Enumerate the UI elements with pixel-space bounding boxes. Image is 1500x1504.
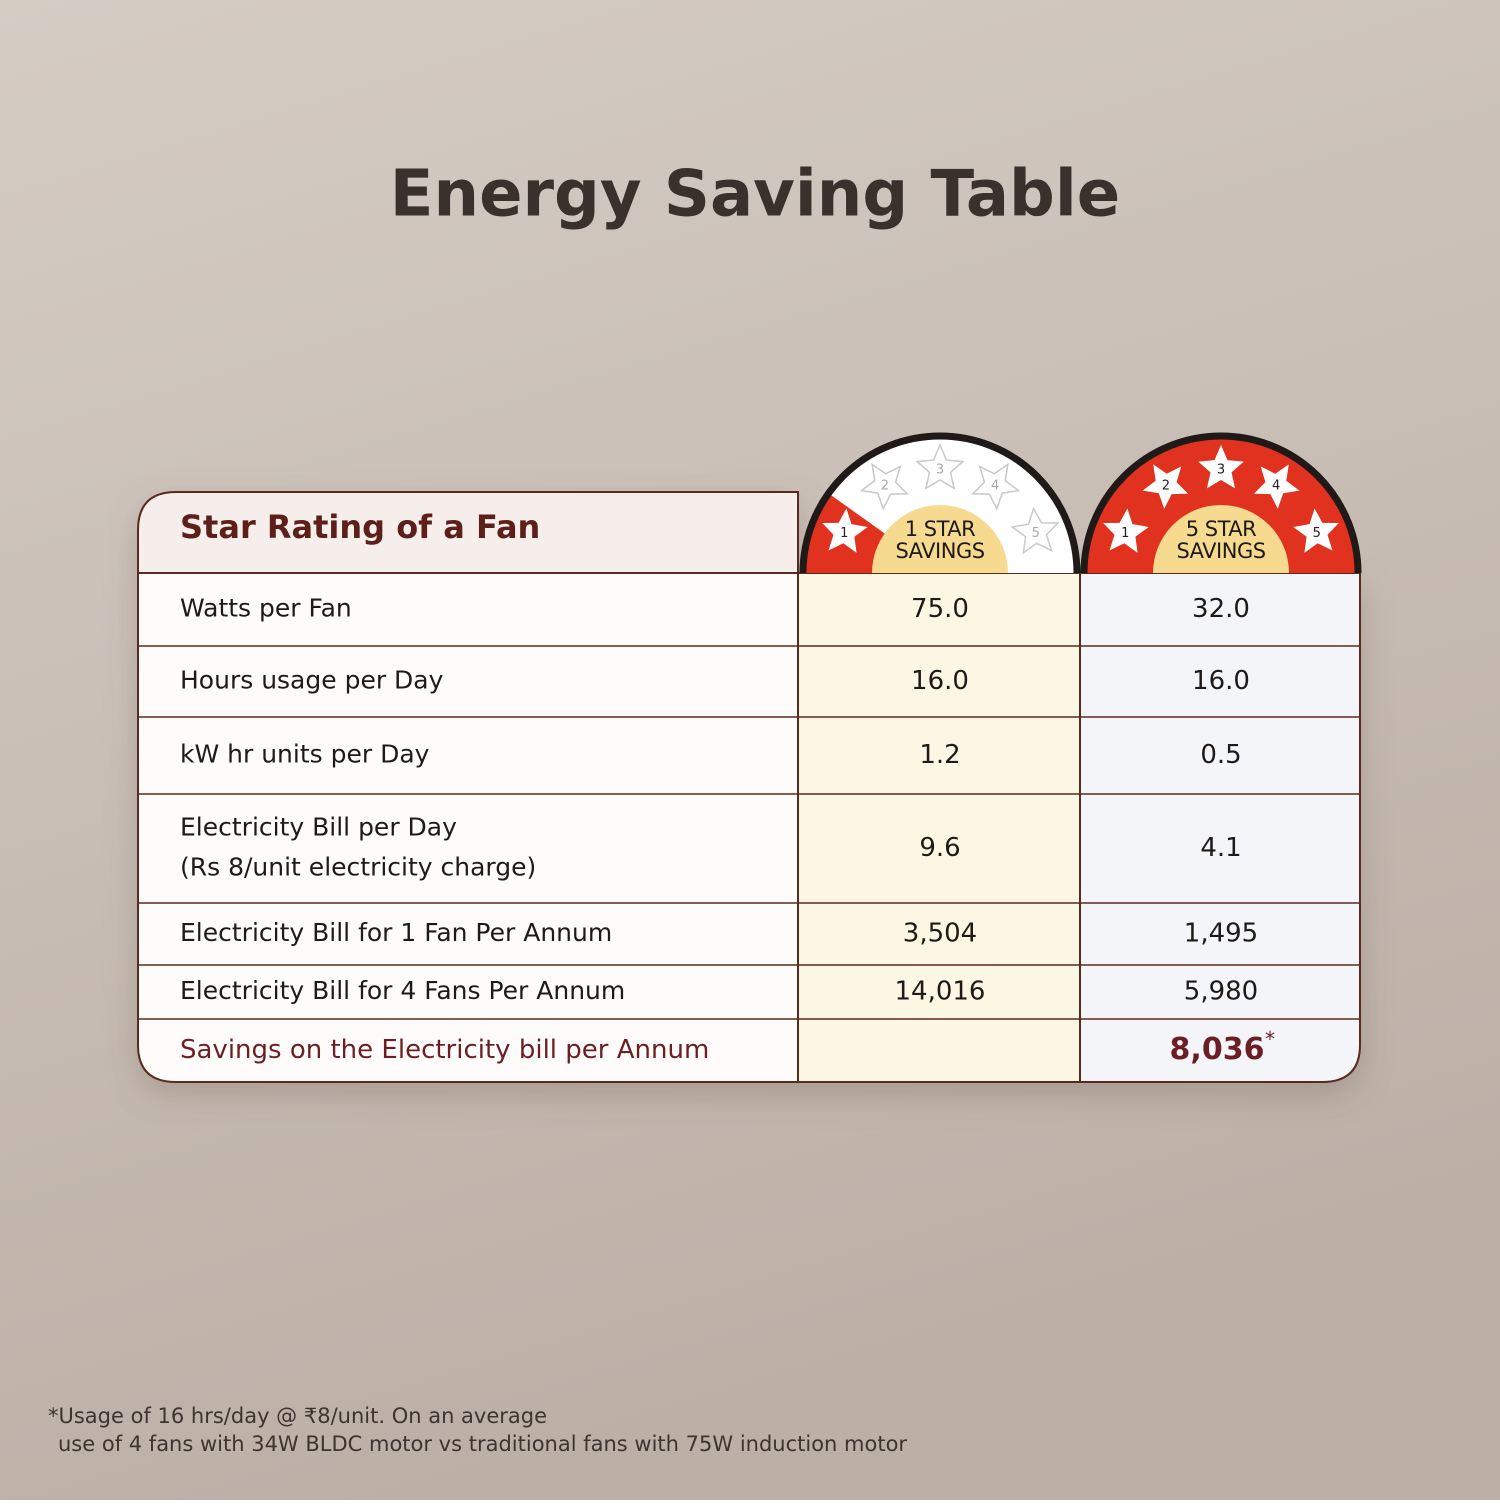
star xyxy=(822,508,868,553)
savings-mark: * xyxy=(1265,1027,1275,1051)
badge-border xyxy=(799,432,1081,574)
cell-value: 1.2 xyxy=(919,740,960,770)
cell-value: 9.6 xyxy=(919,833,960,863)
cell-value: 5,980 xyxy=(1184,977,1258,1007)
star-number: 1 xyxy=(840,526,848,541)
badge-rated xyxy=(1084,436,1358,573)
star-number: 2 xyxy=(1162,478,1170,493)
cell-value: 4.1 xyxy=(1200,833,1241,863)
footnote: *Usage of 16 hrs/day @ ₹8/unit. On an av… xyxy=(48,1404,547,1428)
header-cell xyxy=(138,492,798,573)
cell-value: 32.0 xyxy=(1192,594,1250,624)
title: Energy Saving Table xyxy=(390,158,1120,232)
cell-value: 3,504 xyxy=(903,919,977,949)
cell-value: 16.0 xyxy=(911,666,969,696)
star-number: 4 xyxy=(1272,478,1280,493)
table-border xyxy=(137,491,1361,1083)
star xyxy=(971,462,1021,511)
star xyxy=(859,462,909,511)
badge-label: 5 STAR xyxy=(1186,517,1257,541)
row-label: Electricity Bill for 4 Fans Per Annum xyxy=(180,976,625,1005)
star-number: 3 xyxy=(936,463,944,478)
cell-value: 0.5 xyxy=(1200,740,1241,770)
rows: Watts per Fan 75.0 32.0 Hours usage per Day… xyxy=(138,594,1360,1067)
star-number: 2 xyxy=(881,478,889,493)
cell-value: 1,495 xyxy=(1184,919,1258,949)
badge-center xyxy=(872,505,1008,573)
star xyxy=(1103,508,1149,553)
star-number: 4 xyxy=(991,478,999,493)
star-number: 5 xyxy=(1313,526,1321,541)
row-label: Hours usage per Day xyxy=(180,666,444,695)
row-note: (Rs 8/unit electricity charge) xyxy=(180,853,536,882)
cell-value: 14,016 xyxy=(895,977,986,1007)
badge-border xyxy=(1080,432,1362,574)
savings-label: Savings on the Electricity bill per Annu… xyxy=(180,1035,709,1065)
footnote: use of 4 fans with 34W BLDC motor vs tra… xyxy=(58,1432,907,1456)
row-label: Watts per Fan xyxy=(180,594,352,623)
table: Star Rating of a Fan xyxy=(137,491,1361,1083)
cell-value: 75.0 xyxy=(911,594,969,624)
star xyxy=(1142,464,1189,509)
row-label: Electricity Bill per Day xyxy=(180,813,457,842)
column-fill xyxy=(798,573,1080,1082)
column-fill xyxy=(1080,573,1360,1082)
row-label: kW hr units per Day xyxy=(180,740,430,769)
table-header: Star Rating of a Fan xyxy=(180,508,540,546)
star xyxy=(1253,464,1300,509)
star-number: 1 xyxy=(1121,526,1129,541)
star xyxy=(915,443,965,490)
badge-label: SAVINGS xyxy=(895,539,984,563)
badge-center xyxy=(1153,505,1289,573)
badge-label: 1 STAR xyxy=(905,517,976,541)
row-label: Electricity Bill for 1 Fan Per Annum xyxy=(180,918,612,947)
star xyxy=(1010,506,1060,555)
star xyxy=(1293,508,1339,553)
cell-value: 16.0 xyxy=(1192,666,1250,696)
star-number: 3 xyxy=(1217,463,1225,478)
badge-label: SAVINGS xyxy=(1176,539,1265,563)
star-number: 5 xyxy=(1032,526,1040,541)
star xyxy=(1198,445,1244,489)
savings-value: 8,036 xyxy=(1170,1032,1265,1067)
